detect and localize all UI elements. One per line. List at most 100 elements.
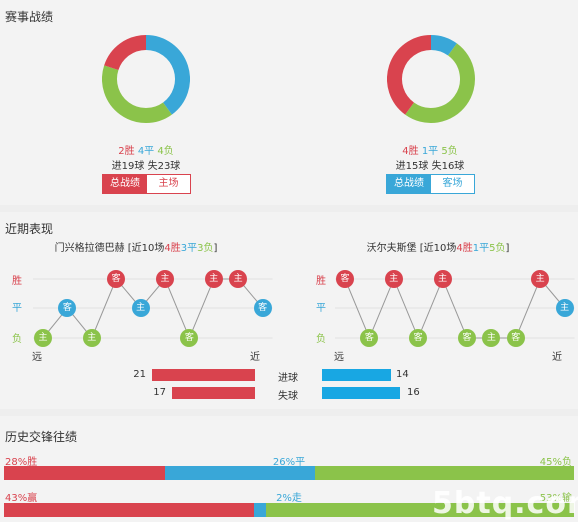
h2h-handicap-loss-text: 53%输 [539, 493, 572, 504]
tab-home[interactable]: 主场 [147, 175, 190, 193]
left-conceded-value: 17 [153, 387, 166, 398]
left-match-point[interactable]: 主 [34, 329, 52, 347]
right-conceded-bar [322, 387, 401, 399]
tab-away[interactable]: 客场 [431, 175, 474, 193]
h2h-loss-text: 45%负 [539, 457, 572, 468]
h2h-result-loss-segment [314, 466, 574, 480]
tab-total-record[interactable]: 总战绩 [387, 175, 431, 193]
h2h-draw-text: 26%平 [272, 457, 306, 468]
recent-form-panel: 近期表现 门兴格拉德巴赫 [近10场4胜3平3负] 沃尔夫斯堡 [近10场4胜1… [0, 212, 578, 409]
right-match-point[interactable]: 主 [384, 270, 403, 288]
right-match-point[interactable]: 客 [506, 329, 525, 347]
left-wdl-text: 2胜 4平 4负 [118, 142, 174, 157]
h2h-handicap-draw-segment [254, 503, 266, 517]
right-axis-far: 远 [334, 352, 344, 363]
right-match-point[interactable]: 主 [433, 270, 452, 288]
left-donut-win-slice [104, 35, 147, 71]
right-match-point[interactable]: 客 [336, 270, 354, 288]
right-match-point[interactable]: 主 [555, 299, 574, 317]
left-match-point[interactable]: 主 [131, 299, 150, 317]
tab-total-record[interactable]: 总战绩 [103, 175, 147, 193]
left-form-line [42, 278, 263, 340]
h2h-handicap-push-text: 2%走 [276, 493, 302, 504]
h2h-result-bar [4, 466, 574, 480]
left-recent-losses: 3负 [197, 243, 214, 254]
right-match-point[interactable]: 客 [409, 329, 428, 347]
left-row-label-draw: 平 [12, 303, 22, 314]
h2h-win-text: 28%胜 [5, 457, 38, 468]
right-form-line [344, 277, 565, 340]
record-panel: 赛事战绩 2胜 4平 4负 进19球 失23球 总战绩 主场 4胜 1平 5负 … [0, 0, 578, 205]
left-axis-near: 近 [250, 352, 260, 363]
left-recent-draws: 3平 [180, 243, 198, 254]
left-match-point[interactable]: 客 [253, 299, 272, 317]
left-match-point[interactable]: 主 [204, 270, 223, 288]
h2h-result-draw-segment [165, 466, 315, 480]
left-match-point[interactable]: 主 [156, 270, 174, 288]
left-match-point[interactable]: 主 [82, 329, 101, 347]
left-scored-bar [152, 369, 255, 381]
left-record-tabs: 总战绩 主场 [102, 174, 191, 194]
record-suffix: ] [505, 243, 510, 254]
right-form-chart: 客客主客主客主客主主 [0, 212, 578, 362]
h2h-result-win-segment [4, 466, 166, 480]
record-prefix: [近10场 [419, 243, 457, 254]
right-scored-value: 14 [396, 369, 409, 380]
right-loss-count: 5负 [441, 146, 458, 157]
conceded-label: 失球 [278, 391, 298, 402]
right-draw-count: 1平 [421, 146, 439, 157]
left-team-name: 门兴格拉德巴赫 [54, 243, 125, 254]
left-axis-far: 远 [32, 352, 42, 363]
left-form-chart: 主客主客主主客主主客 [0, 212, 289, 362]
right-match-point[interactable]: 主 [482, 329, 501, 347]
right-axis-near: 近 [552, 352, 562, 363]
right-donut-win-slice [387, 35, 432, 115]
right-recent-losses: 5负 [489, 243, 506, 254]
right-record-tabs: 总战绩 客场 [386, 174, 475, 194]
left-match-point[interactable]: 客 [180, 329, 199, 347]
right-wdl-text: 4胜 1平 5负 [402, 142, 458, 157]
left-loss-count: 4负 [157, 146, 174, 157]
left-win-count: 2胜 [118, 146, 135, 157]
right-row-label-draw: 平 [316, 303, 326, 314]
left-recent-wins: 4胜 [164, 243, 181, 254]
h2h-handicap-win-segment [4, 503, 255, 517]
right-match-point[interactable]: 主 [531, 270, 550, 288]
recent-form-title: 近期表现 [5, 222, 54, 236]
left-row-label-win: 胜 [12, 276, 22, 287]
head-to-head-title: 历史交锋往绩 [5, 430, 78, 444]
record-suffix: ] [213, 243, 218, 254]
left-row-label-loss: 负 [12, 334, 22, 345]
right-scored-bar [322, 369, 391, 381]
head-to-head-panel: 历史交锋往绩 28%胜 26%平 45%负 43%赢 2%走 53%输 5btq… [0, 416, 578, 522]
left-donut-draw-slice [145, 35, 190, 115]
left-draw-count: 4平 [137, 146, 155, 157]
right-win-count: 4胜 [402, 146, 419, 157]
right-match-point[interactable]: 客 [360, 329, 379, 347]
right-row-label-loss: 负 [316, 334, 326, 345]
right-team-record: 沃尔夫斯堡 [近10场4胜1平5负] [367, 239, 510, 254]
left-match-point[interactable]: 主 [229, 270, 248, 288]
right-recent-draws: 1平 [472, 243, 490, 254]
right-goals-text: 进15球 失16球 [395, 161, 465, 172]
record-prefix: [近10场 [127, 243, 165, 254]
record-title: 赛事战绩 [5, 10, 54, 24]
left-team-record: 门兴格拉德巴赫 [近10场4胜3平3负] [55, 239, 218, 254]
right-donut-draw-slice [430, 35, 457, 56]
right-conceded-value: 16 [407, 387, 420, 398]
watermark: 5btq.com [432, 486, 578, 521]
h2h-handicap-bar [4, 503, 574, 517]
right-donut-chart [387, 35, 475, 123]
left-conceded-bar [171, 387, 255, 399]
h2h-handicap-loss-segment [265, 503, 574, 517]
right-recent-wins: 4胜 [456, 243, 473, 254]
h2h-handicap-win-text: 43%赢 [5, 493, 38, 504]
right-match-point[interactable]: 客 [458, 329, 476, 347]
left-match-point[interactable]: 客 [58, 299, 77, 317]
right-team-name: 沃尔夫斯堡 [366, 243, 417, 254]
right-donut-loss-slice [405, 43, 475, 123]
left-donut-chart [102, 35, 190, 123]
left-scored-value: 21 [133, 369, 146, 380]
left-match-point[interactable]: 客 [107, 270, 126, 288]
left-donut-loss-slice [102, 65, 172, 123]
